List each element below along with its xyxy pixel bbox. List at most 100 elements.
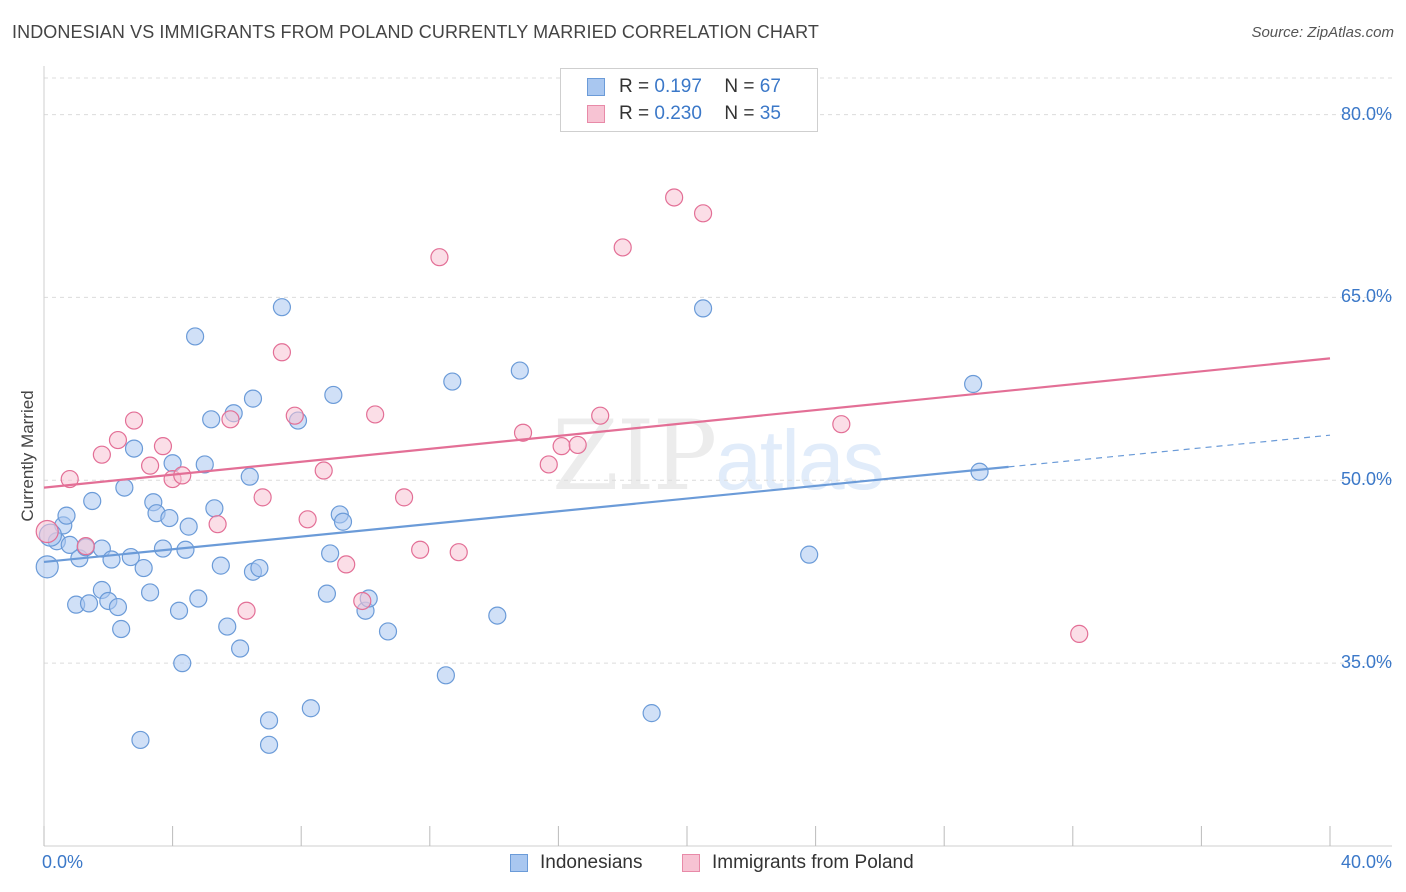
data-point (189, 589, 208, 608)
y-axis-label: Currently Married (18, 390, 37, 522)
series-legend-label: Indonesians (540, 852, 643, 873)
trend-line (43, 357, 1331, 489)
data-point (250, 558, 269, 578)
data-point (272, 343, 292, 362)
data-point (800, 545, 819, 564)
data-point (613, 238, 632, 257)
legend-r-label: R = (619, 76, 650, 97)
series-swatch-indonesians (510, 854, 528, 872)
chart-title: INDONESIAN VS IMMIGRANTS FROM POLAND CUR… (12, 22, 819, 42)
data-point (231, 639, 250, 658)
series-indonesians (35, 298, 1331, 754)
series-swatch-poland (682, 854, 700, 872)
data-point (510, 361, 529, 380)
data-point (298, 510, 317, 529)
data-point (153, 437, 173, 456)
data-point (186, 327, 205, 346)
data-point (430, 248, 449, 267)
data-point (140, 583, 160, 602)
series-legend-indonesians[interactable]: Indonesians (510, 852, 642, 874)
data-point (76, 537, 95, 556)
legend-r-value: 0.230 (654, 103, 702, 124)
y-tick-label: 65.0% (1340, 286, 1392, 307)
data-point (970, 462, 989, 481)
legend-r-value: 0.197 (654, 76, 702, 97)
series-layer (35, 188, 1331, 754)
data-point (301, 699, 320, 718)
series-legend-label: Immigrants from Poland (712, 852, 914, 873)
trend-line-extension (1008, 434, 1331, 468)
data-point (568, 435, 587, 455)
series-legend: Indonesians Immigrants from Poland (0, 852, 1406, 878)
data-point (321, 544, 340, 563)
data-point (353, 591, 372, 611)
data-point (642, 704, 661, 723)
data-point (179, 517, 198, 536)
data-point (221, 410, 240, 429)
data-point (79, 594, 99, 613)
data-point (964, 374, 983, 394)
data-point (173, 654, 192, 673)
watermark-atlas: atlas (715, 413, 884, 507)
data-point (83, 491, 102, 511)
data-point (108, 430, 128, 450)
data-point (539, 455, 558, 474)
y-tick-label: 80.0% (1340, 103, 1392, 124)
data-point (552, 437, 571, 456)
data-point (208, 515, 227, 534)
data-point (218, 617, 237, 636)
data-point (35, 555, 59, 579)
legend-row-indonesians: R = 0.197 N = 67 (587, 74, 781, 100)
legend-row-poland: R = 0.230 N = 35 (587, 101, 781, 127)
data-point (211, 556, 230, 575)
x-tick-label-max: 40.0% (1340, 852, 1392, 872)
data-point (285, 406, 304, 425)
data-point (411, 540, 430, 559)
data-point (57, 506, 76, 525)
data-point (237, 601, 256, 620)
data-point (102, 550, 121, 569)
legend-swatch-poland (587, 105, 605, 123)
data-point (243, 389, 263, 408)
data-point (1070, 624, 1089, 643)
data-point (394, 488, 414, 507)
watermark: ZIPatlas (552, 400, 885, 512)
data-point (160, 508, 179, 528)
data-point (259, 711, 279, 730)
data-point (832, 415, 851, 434)
data-point (60, 469, 79, 489)
watermark-zip: ZIP (552, 400, 717, 512)
data-point (436, 666, 455, 685)
data-point (333, 512, 353, 531)
legend-n-label: N = (724, 76, 755, 97)
axes (43, 66, 1392, 847)
series-legend-poland[interactable]: Immigrants from Poland (682, 852, 914, 874)
series-poland (35, 188, 1331, 643)
correlation-legend: R = 0.197 N = 67 R = 0.230 N = 35 (560, 68, 818, 132)
data-point (112, 619, 131, 639)
data-point (108, 597, 128, 617)
data-point (205, 499, 224, 518)
data-point (443, 372, 462, 391)
legend-n-value: 35 (759, 103, 781, 124)
legend-swatch-indonesians (587, 78, 605, 96)
data-point (240, 467, 259, 486)
data-point (169, 601, 189, 620)
data-point (259, 735, 279, 754)
data-point (665, 188, 684, 207)
data-point (378, 622, 398, 641)
data-point (317, 584, 337, 603)
trend-line (43, 465, 1009, 564)
legend-r-label: R = (619, 103, 650, 124)
legend-n-label: N = (724, 103, 755, 124)
source-credit: Source: ZipAtlas.com (1251, 24, 1394, 41)
legend-n-value: 67 (759, 76, 781, 97)
data-point (124, 411, 144, 430)
data-point (366, 405, 385, 424)
data-point (253, 488, 272, 507)
data-point (693, 204, 713, 223)
data-point (449, 543, 468, 562)
data-point (140, 456, 160, 475)
y-tick-label: 50.0% (1340, 469, 1392, 490)
x-tick-label-min: 0.0% (42, 852, 84, 872)
